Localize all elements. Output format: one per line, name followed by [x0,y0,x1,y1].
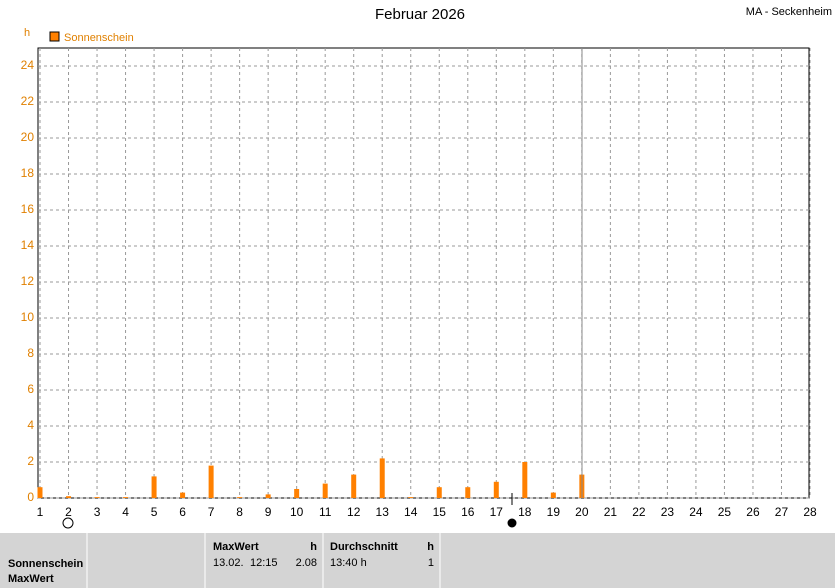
y-tick-label: 2 [27,454,34,468]
x-tick-label: 11 [319,505,332,519]
cell: 1 [428,557,434,569]
x-tick-label: 17 [490,505,504,519]
bar [123,497,129,498]
x-tick-label: 16 [461,505,475,519]
y-tick-label: 22 [21,94,35,108]
x-tick-label: 21 [604,505,618,519]
bar [322,483,328,498]
x-tick-label: 5 [151,505,158,519]
x-tick-label: 2 [65,505,72,519]
row-label: MaxWert [8,573,54,585]
legend-swatch [49,31,60,42]
bar [493,481,499,498]
x-tick-label: 4 [122,505,129,519]
x-tick-label: 13 [376,505,390,519]
y-tick-label: 14 [21,238,35,252]
col-unit: h [310,541,317,553]
bar [294,489,300,498]
x-tick-label: 25 [718,505,732,519]
x-tick-label: 6 [179,505,186,519]
y-tick-label: 18 [21,166,35,180]
col-header: MaxWert [213,541,259,553]
y-tick-label: 10 [21,310,35,324]
x-tick-label: 28 [803,505,817,519]
bar [208,465,214,498]
new-moon [507,518,517,528]
y-tick-label: 12 [21,274,35,288]
chart-title: Februar 2026 [375,6,465,23]
x-tick-label: 24 [689,505,703,519]
x-tick-label: 22 [632,505,646,519]
x-tick-label: 19 [547,505,561,519]
bar [465,487,471,498]
x-tick-label: 14 [404,505,418,519]
station: MA - Seckenheim [746,6,832,18]
y-tick-label: 24 [21,58,35,72]
x-tick-label: 8 [236,505,243,519]
bar [66,496,72,498]
bar [379,458,385,498]
cell: 2.08 [296,557,317,569]
grid [38,48,811,499]
bar [265,494,271,498]
bar [351,474,357,498]
bar [408,497,414,498]
bars [37,458,585,498]
bar [180,492,186,498]
y-tick-label: 16 [21,202,35,216]
x-tick-label: 20 [575,505,589,519]
x-tick-label: 23 [661,505,675,519]
x-tick-label: 27 [775,505,789,519]
y-axis-label: h [24,27,30,39]
cell: 13.02. [213,557,244,569]
bar [237,497,243,498]
x-tick-label: 7 [208,505,215,519]
bar [522,462,528,498]
x-tick-label: 1 [37,505,44,519]
x-tick-label: 18 [518,505,532,519]
x-tick-label: 26 [746,505,760,519]
y-tick-label: 20 [21,130,35,144]
bar [37,487,43,498]
row-label: Sonnenschein [8,558,83,570]
x-tick-label: 10 [290,505,304,519]
x-tick-label: 15 [433,505,447,519]
x-tick-label: 12 [347,505,361,519]
bar [550,492,556,498]
y-tick-label: 0 [27,490,34,504]
y-tick-label: 4 [27,418,34,432]
cell: 12:15 [250,557,278,569]
bar [151,476,157,498]
y-tick-label: 6 [27,382,34,396]
legend-label: Sonnenschein [64,32,134,44]
col-unit: h [427,541,434,553]
bar [436,487,442,498]
cell: 13:40 h [330,557,367,569]
y-tick-label: 8 [27,346,34,360]
full-moon [62,517,74,529]
x-tick-label: 9 [265,505,272,519]
table-bg [0,533,835,588]
x-tick-label: 3 [94,505,101,519]
bar [94,497,100,498]
col-header: Durchschnitt [330,541,398,553]
